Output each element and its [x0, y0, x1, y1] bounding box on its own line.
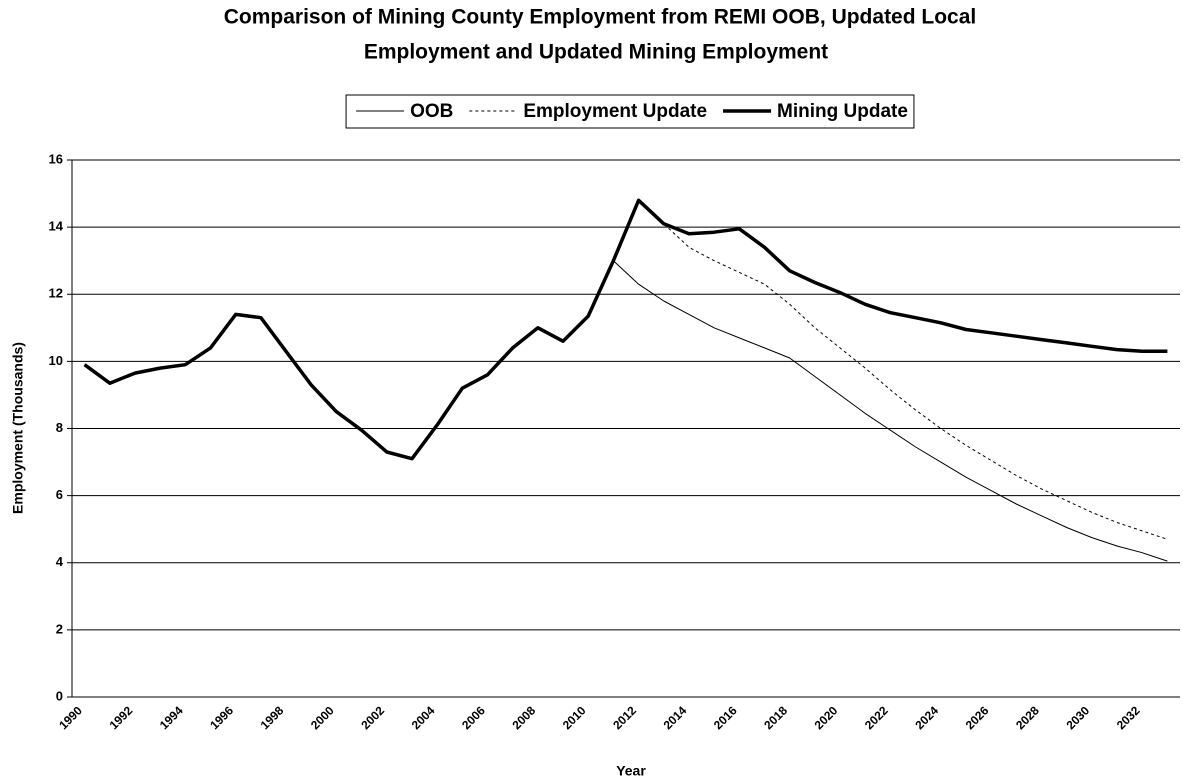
y-tick-label: 2 — [56, 621, 63, 636]
chart-title: Comparison of Mining County Employment f… — [224, 6, 977, 29]
x-tick-label: 2006 — [459, 703, 488, 732]
y-tick-label: 4 — [56, 554, 64, 569]
x-tick-label: 2018 — [761, 703, 790, 732]
x-tick-label: 2004 — [409, 703, 438, 732]
y-axis-title: Employment (Thousands) — [10, 342, 26, 514]
x-tick-label: 2014 — [661, 703, 690, 732]
legend: OOB Employment Update Mining Update — [345, 94, 915, 129]
x-tick-label: 2028 — [1013, 703, 1042, 732]
series-line — [84, 260, 1168, 562]
x-tick-label: 1998 — [258, 703, 287, 732]
legend-label: OOB — [410, 101, 453, 122]
x-tick-label: 2012 — [610, 703, 639, 732]
x-tick-label: 1990 — [56, 703, 85, 732]
y-tick-label: 14 — [49, 219, 64, 234]
series-line — [83, 198, 1168, 461]
x-tick-label: 2024 — [912, 703, 941, 732]
x-tick-label: 2026 — [963, 703, 992, 732]
x-tick-label: 2020 — [812, 703, 841, 732]
x-tick-label: 2008 — [509, 703, 538, 732]
x-tick-label: 1996 — [207, 703, 236, 732]
chart-subtitle: Employment and Updated Mining Employment — [364, 41, 828, 64]
y-tick-label: 16 — [49, 151, 63, 166]
legend-box — [345, 94, 915, 129]
x-tick-label: 2016 — [711, 703, 740, 732]
y-tick-label: 6 — [56, 487, 63, 502]
legend-label: Employment Update — [523, 101, 707, 122]
y-tick-label: 8 — [56, 420, 63, 435]
x-tick-label: 2000 — [308, 703, 337, 732]
y-tick-label: 12 — [49, 286, 63, 301]
y-tick-label: 0 — [56, 688, 63, 703]
series-line — [84, 199, 1168, 540]
x-tick-label: 2002 — [358, 703, 387, 732]
x-tick-label: 2032 — [1114, 703, 1143, 732]
x-axis-title: Year — [616, 763, 646, 779]
x-tick-label: 2030 — [1063, 703, 1092, 732]
y-tick-label: 10 — [49, 353, 63, 368]
legend-label: Mining Update — [777, 101, 908, 122]
x-tick-label: 2022 — [862, 703, 891, 732]
x-tick-label: 1994 — [157, 703, 186, 732]
x-tick-label: 1992 — [107, 703, 136, 732]
x-tick-label: 2010 — [560, 703, 589, 732]
